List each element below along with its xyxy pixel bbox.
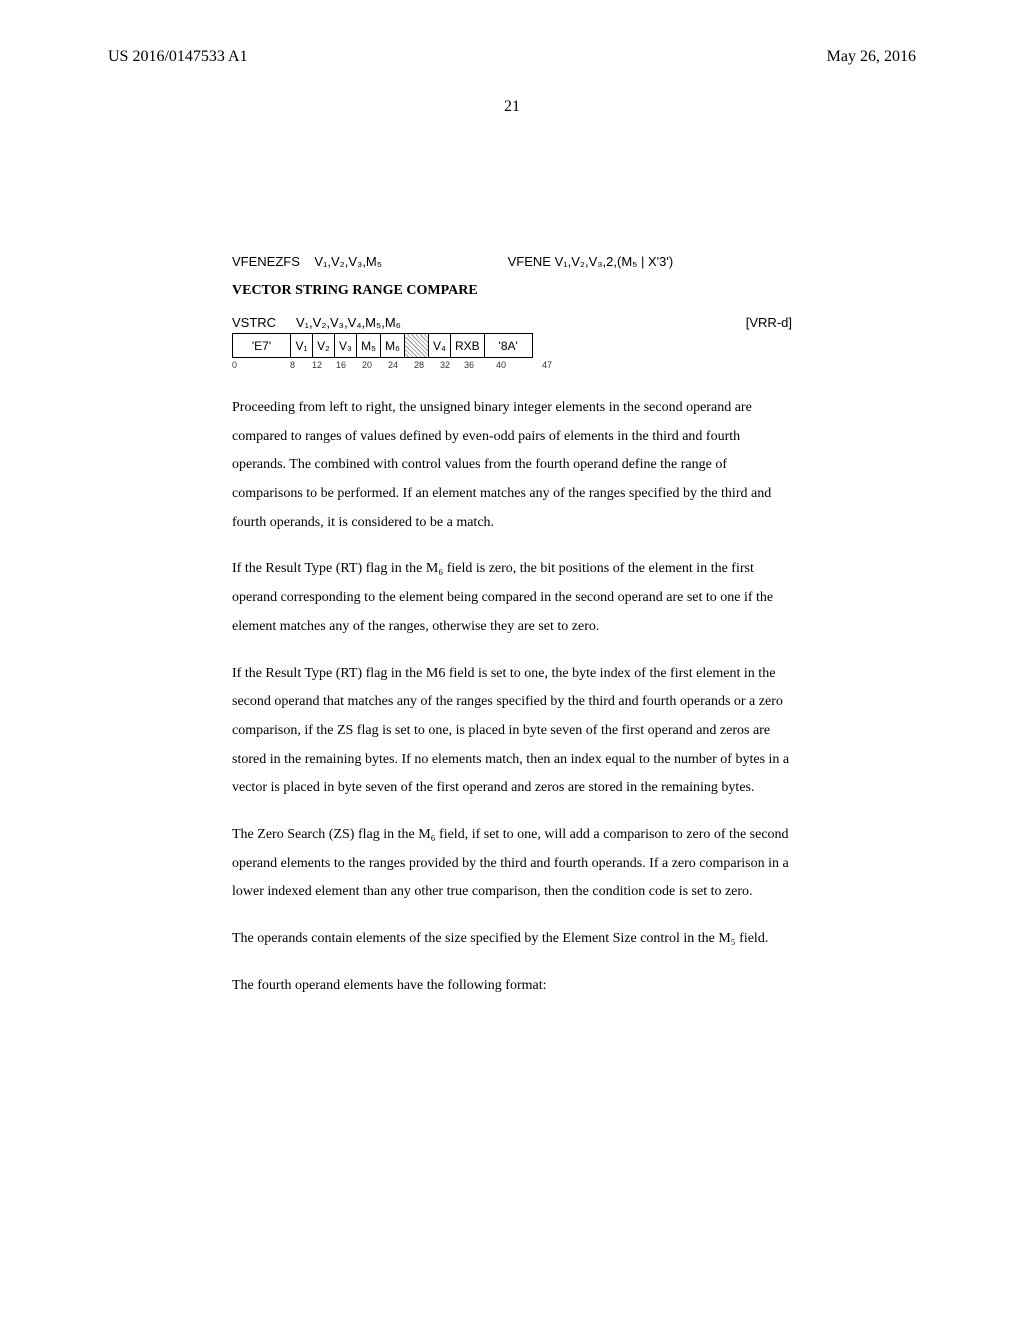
paragraph-6: The fourth operand elements have the fol… [232,972,792,1001]
mnemonic-left-ops: V₁,V₂,V₃,M₅ [314,254,382,269]
cell-m5: M₅ [357,334,381,358]
page-content: VFENEZFS V₁,V₂,V₃,M₅ VFENE V₁,V₂,V₃,2,(M… [232,254,792,1018]
tick-40: 40 [496,360,506,370]
mnemonic-left: VFENEZFS V₁,V₂,V₃,M₅ [232,254,382,269]
instr-operands: V₁,V₂,V₃,V₄,M₅,M₆ [296,315,742,330]
tick-28: 28 [414,360,424,370]
cell-opcode1: 'E7' [233,334,291,358]
mnemonic-left-name: VFENEZFS [232,254,300,269]
cell-opcode2: '8A' [484,334,532,358]
page-header: US 2016/0147533 A1 May 26, 2016 [0,48,1024,66]
page-number: 21 [0,98,1024,116]
tick-36: 36 [464,360,474,370]
publication-date: May 26, 2016 [827,48,916,66]
mnemonic-right-ops: V₁,V₂,V₃,2,(M₅ | X'3') [555,254,674,269]
mnemonic-equivalence: VFENEZFS V₁,V₂,V₃,M₅ VFENE V₁,V₂,V₃,2,(M… [232,254,792,269]
cell-rxb: RXB [451,334,485,358]
tick-32: 32 [440,360,450,370]
tick-0: 0 [232,360,237,370]
tick-24: 24 [388,360,398,370]
paragraph-4: The Zero Search (ZS) flag in the M₆ fiel… [232,821,792,907]
paragraph-1: Proceeding from left to right, the unsig… [232,394,792,537]
cell-m6: M₆ [381,334,405,358]
mnemonic-right: VFENE V₁,V₂,V₃,2,(M₅ | X'3') [508,254,674,269]
paragraph-5: The operands contain elements of the siz… [232,925,792,954]
publication-number: US 2016/0147533 A1 [108,48,248,66]
mnemonic-right-name: VFENE [508,254,551,269]
instruction-header-row: VSTRC V₁,V₂,V₃,V₄,M₅,M₆ [VRR-d] [232,315,792,330]
table-row: 'E7' V₁ V₂ V₃ M₅ M₆ V₄ RXB '8A' [233,334,533,358]
paragraph-3: If the Result Type (RT) flag in the M6 f… [232,660,792,803]
cell-v2: V₂ [313,334,335,358]
instr-mnemonic: VSTRC [232,315,296,330]
bit-position-ticks: 0 8 12 16 20 24 28 32 36 40 47 [232,360,792,374]
instruction-format-table: 'E7' V₁ V₂ V₃ M₅ M₆ V₄ RXB '8A' [232,333,533,358]
section-title: VECTOR STRING RANGE COMPARE [232,283,792,299]
tick-20: 20 [362,360,372,370]
tick-12: 12 [312,360,322,370]
cell-v1: V₁ [291,334,313,358]
cell-reserved [405,334,429,358]
tick-8: 8 [290,360,295,370]
tick-16: 16 [336,360,346,370]
paragraph-2: If the Result Type (RT) flag in the M₆ f… [232,555,792,641]
tick-47: 47 [542,360,552,370]
cell-v3: V₃ [335,334,357,358]
instr-format: [VRR-d] [742,315,792,330]
cell-v4: V₄ [429,334,451,358]
